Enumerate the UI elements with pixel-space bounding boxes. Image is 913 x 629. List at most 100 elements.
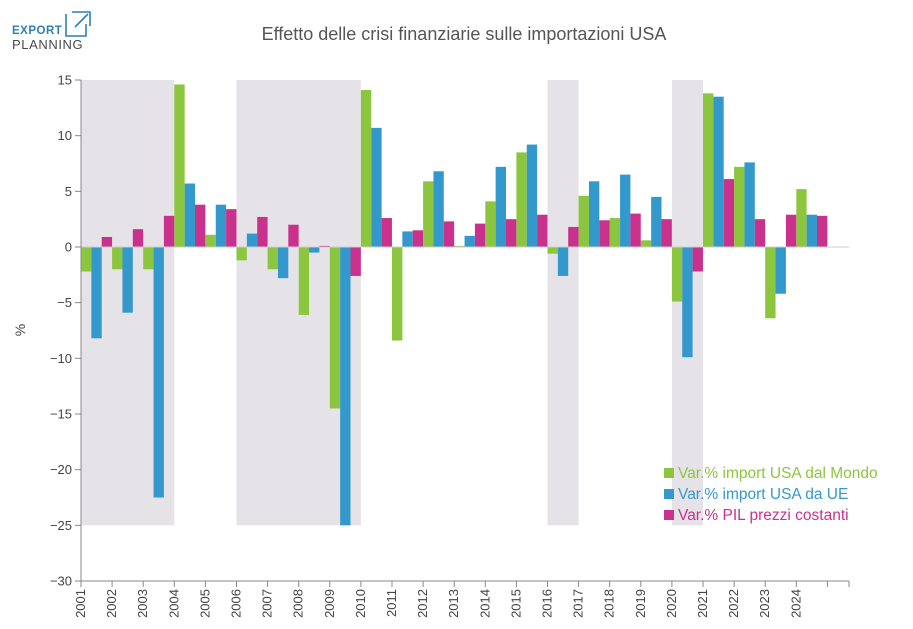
bar-1-2006 (236, 247, 247, 261)
x-tick-label: 2010 (353, 589, 368, 618)
bar-1-2013 (454, 245, 465, 247)
chart-title: Effetto delle crisi finanziarie sulle im… (262, 24, 667, 44)
x-tick-label: 2019 (633, 589, 648, 618)
y-tick-label: −25 (50, 518, 72, 533)
x-tick-label: 2007 (260, 589, 275, 618)
bar-1-2015 (516, 152, 527, 247)
bar-1-2023 (765, 247, 776, 319)
bar-1-2020 (671, 247, 683, 302)
y-tick-label: −15 (50, 407, 72, 422)
bar-2-2020 (682, 247, 693, 358)
bar-3-2015 (537, 214, 548, 247)
y-tick-label: −20 (50, 462, 72, 477)
export-planning-logo: EXPORT PLANNING (12, 11, 91, 52)
legend-swatch-2 (664, 489, 674, 499)
bar-1-2012 (423, 181, 434, 247)
x-tick-label: 2009 (322, 589, 337, 618)
logo-line1: EXPORT (12, 25, 62, 37)
x-tick-label: 2002 (104, 589, 119, 618)
bar-2-2012 (433, 171, 444, 247)
bar-1-2003 (143, 247, 154, 270)
bar-3-2018 (630, 213, 641, 247)
bar-3-2019 (661, 219, 672, 247)
bar-2-2021 (713, 96, 724, 247)
bar-2-2013 (464, 235, 475, 247)
bar-2-2002 (122, 247, 133, 313)
bar-3-2014 (506, 219, 517, 247)
bar-3-2004 (195, 204, 206, 247)
bar-3-2017 (599, 220, 610, 247)
bar-3-2020 (692, 247, 703, 272)
x-tick-label: 2022 (726, 589, 741, 618)
x-tick-label: 2004 (166, 589, 181, 618)
bar-2-2004 (184, 183, 195, 247)
bar-1-2007 (267, 247, 278, 270)
bar-1-2010 (360, 90, 372, 248)
x-tick-label: 2003 (135, 589, 150, 618)
x-tick-label: 2016 (540, 589, 555, 618)
bar-1-2018 (609, 218, 621, 247)
bar-3-2022 (754, 219, 766, 247)
bars (81, 84, 828, 526)
bar-2-2018 (620, 174, 631, 247)
bar-2-2003 (153, 247, 164, 498)
bar-1-2005 (205, 234, 216, 247)
bar-1-2021 (703, 93, 714, 247)
bar-3-2008 (319, 245, 330, 247)
x-tick-label: 2012 (415, 589, 430, 618)
bar-3-2013 (474, 223, 486, 247)
bar-2-2010 (371, 127, 382, 247)
bar-1-2001 (81, 247, 92, 272)
x-tick-label: 2018 (602, 589, 617, 618)
bar-3-2016 (568, 226, 579, 247)
bar-2-2014 (495, 166, 506, 247)
bar-3-2024 (817, 215, 828, 247)
bar-3-2006 (257, 216, 268, 247)
bar-3-2007 (288, 224, 299, 247)
y-tick-label: −10 (50, 351, 72, 366)
y-tick-label: 15 (58, 73, 72, 88)
legend-label-2: Var.% import USA da UE (678, 486, 848, 503)
y-tick-label: −5 (57, 295, 72, 310)
x-tick-label: 2023 (757, 589, 772, 618)
bar-1-2011 (392, 247, 403, 341)
bar-2-2016 (557, 247, 569, 276)
legend: Var.% import USA dal Mondo Var.% import U… (664, 465, 878, 524)
legend-label-3: Var.% PIL prezzi costanti (678, 507, 849, 524)
legend-swatch-3 (664, 510, 674, 520)
x-tick-label: 2011 (384, 589, 399, 617)
bar-2-2017 (588, 181, 600, 247)
legend-label-1: Var.% import USA dal Mondo (678, 465, 878, 482)
bar-3-2021 (723, 179, 735, 247)
bar-3-2023 (785, 214, 797, 247)
bar-1-2002 (112, 247, 123, 270)
bar-1-2019 (640, 240, 652, 247)
x-tick-label: 2024 (788, 589, 803, 618)
bar-1-2016 (547, 247, 558, 254)
bar-3-2005 (226, 209, 237, 247)
bar-1-2008 (298, 247, 310, 315)
bar-3-2001 (101, 236, 113, 247)
bar-1-2024 (796, 189, 807, 247)
y-tick-label: 0 (65, 240, 72, 255)
bar-2-2023 (775, 247, 786, 294)
bar-2-2015 (526, 144, 538, 247)
bar-2-2007 (277, 247, 289, 279)
x-tick-label: 2008 (291, 589, 306, 618)
x-tick-label: 2021 (695, 589, 710, 618)
x-tick-label: 2014 (477, 589, 492, 618)
bar-2-2006 (246, 233, 258, 247)
bar-3-2011 (412, 230, 424, 247)
bar-3-2012 (443, 221, 455, 247)
bar-3-2010 (381, 218, 392, 247)
y-tick-label: 10 (58, 128, 72, 143)
x-tick-label: 2020 (664, 589, 679, 618)
bar-2-2019 (651, 196, 662, 247)
legend-swatch-1 (664, 468, 674, 478)
bar-2-2011 (402, 231, 413, 247)
x-tick-label: 2006 (229, 589, 244, 618)
y-axis-label: % (12, 324, 28, 336)
bar-1-2004 (174, 84, 185, 247)
